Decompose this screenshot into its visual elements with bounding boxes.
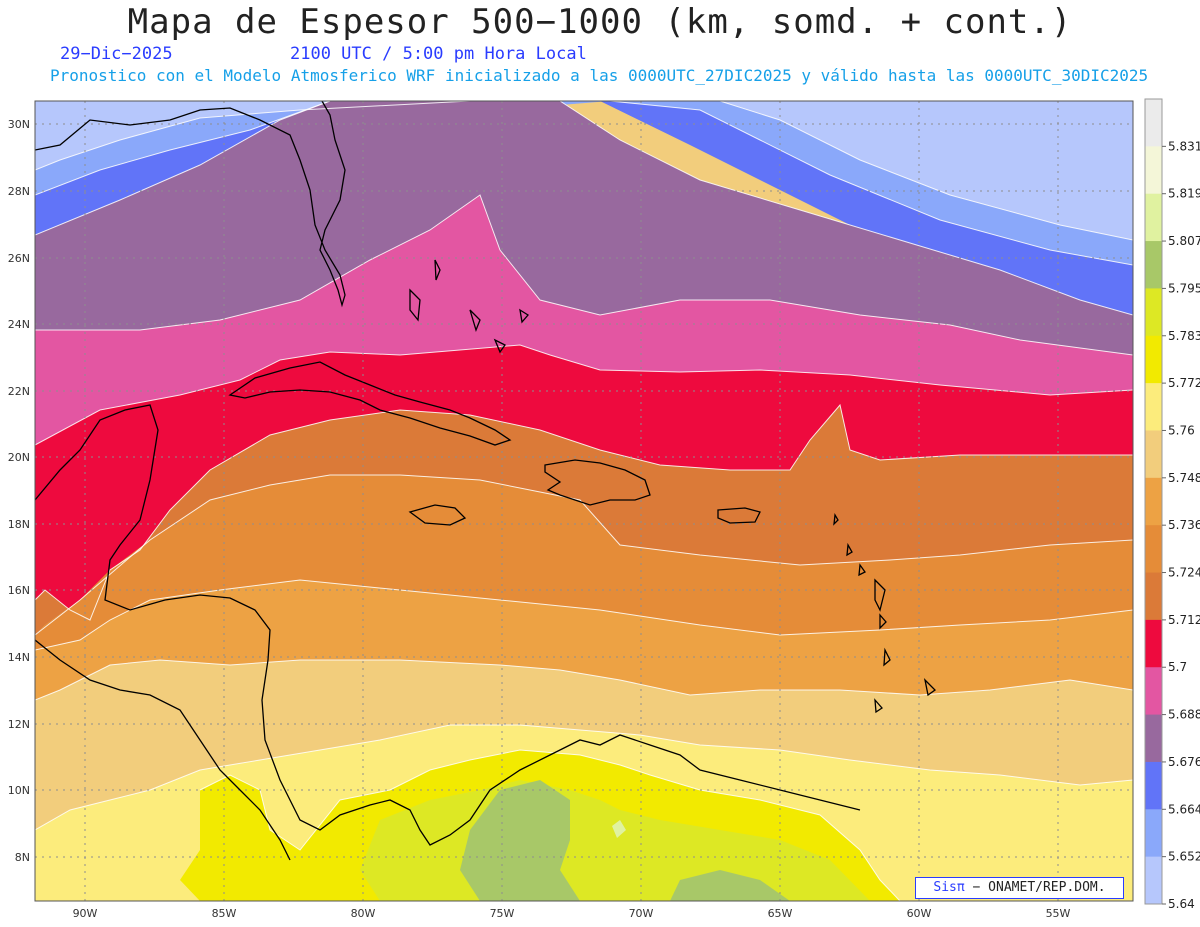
colorbar-swatch — [1145, 525, 1162, 574]
forecast-time: 2100 UTC / 5:00 pm Hora Local — [290, 44, 587, 64]
colorbar-swatch — [1145, 335, 1162, 384]
band-5724 — [35, 405, 1133, 635]
colorbar-swatch — [1145, 193, 1162, 242]
lon-label: 90W — [73, 907, 98, 920]
lon-label: 85W — [212, 907, 237, 920]
coastlines — [35, 101, 937, 861]
credit-brand: Sisπ — [933, 880, 965, 895]
band-5712 — [35, 345, 1133, 620]
colorbar-swatch — [1145, 572, 1162, 621]
colorbar-label: 5.664 — [1168, 802, 1200, 816]
colorbar-swatch — [1145, 99, 1162, 147]
band-5664 — [35, 101, 1133, 265]
longitude-labels: 90W 85W 80W 75W 70W 65W 60W 55W — [73, 907, 1071, 920]
lat-label: 20N — [8, 451, 30, 464]
colorbar-label: 5.688 — [1168, 708, 1200, 722]
map-frame — [34, 100, 1134, 902]
lon-label: 70W — [629, 907, 654, 920]
colorbar: 5.831 5.819 5.807 5.795 5.783 5.772 5.76 5.748 5… — [1144, 98, 1200, 911]
thickness-fill-layer — [35, 101, 1133, 901]
colorbar-swatch — [1145, 430, 1162, 479]
band-5688 — [35, 101, 1133, 355]
model-description: Pronostico con el Modelo Atmosferico WRF… — [50, 66, 1149, 85]
lon-label: 55W — [1046, 907, 1071, 920]
contour-lines — [35, 101, 1133, 901]
colorbar-swatch — [1145, 761, 1162, 810]
credit-text: − ONAMET/REP.DOM. — [972, 880, 1106, 895]
lat-label: 24N — [8, 318, 30, 331]
colorbar-swatch — [1145, 477, 1162, 526]
colorbar-frame — [1144, 98, 1163, 905]
lon-label: 80W — [351, 907, 376, 920]
colorbar-label: 5.748 — [1168, 471, 1200, 485]
credit-box: Sisπ − ONAMET/REP.DOM. — [915, 877, 1124, 899]
colorbar-swatch — [1145, 667, 1162, 716]
lat-label: 22N — [8, 385, 30, 398]
colorbar-label: 5.64 — [1168, 897, 1195, 911]
band-5760 — [35, 660, 1133, 830]
lat-lon-grid — [35, 101, 1133, 901]
band-5748 — [35, 580, 1133, 700]
colorbar-label: 5.772 — [1168, 376, 1200, 390]
colorbar-label: 5.819 — [1168, 187, 1200, 201]
lat-label: 14N — [8, 651, 30, 664]
colorbar-swatch — [1145, 383, 1162, 431]
colorbar-label: 5.7 — [1168, 660, 1187, 674]
colorbar-label: 5.807 — [1168, 234, 1200, 248]
lon-label: 75W — [490, 907, 515, 920]
colorbar-label: 5.712 — [1168, 613, 1200, 627]
latitude-labels: 30N 28N 26N 24N 22N 20N 18N 16N 14N 12N … — [8, 118, 30, 864]
lat-label: 30N — [8, 118, 30, 131]
lat-label: 26N — [8, 252, 30, 265]
colorbar-swatch — [1145, 619, 1162, 668]
colorbar-swatch — [1145, 288, 1162, 337]
colorbar-swatch — [1145, 714, 1162, 763]
lon-label: 65W — [768, 907, 793, 920]
colorbar-label: 5.831 — [1168, 139, 1200, 153]
colorbar-label: 5.676 — [1168, 755, 1200, 769]
colorbar-label: 5.795 — [1168, 281, 1200, 295]
lon-label: 60W — [907, 907, 932, 920]
colorbar-label: 5.724 — [1168, 566, 1200, 580]
band-5736 — [35, 475, 1133, 650]
colorbar-swatch — [1145, 146, 1162, 195]
colorbar-label: 5.736 — [1168, 518, 1200, 532]
map-title: Mapa de Espesor 500−1000 (km, somd. + co… — [127, 2, 1073, 42]
colorbar-label: 5.783 — [1168, 329, 1200, 343]
colorbar-swatch — [1145, 241, 1162, 289]
colorbar-label: 5.652 — [1168, 850, 1200, 864]
band-5652 — [35, 101, 1133, 240]
colorbar-swatch — [1145, 809, 1162, 858]
band-5700 — [35, 195, 1133, 445]
colorbar-swatch — [1145, 856, 1162, 905]
band-5807-east — [670, 870, 790, 901]
lat-label: 10N — [8, 784, 30, 797]
band-5807 — [460, 780, 580, 901]
lat-label: 16N — [8, 584, 30, 597]
lat-label: 18N — [8, 518, 30, 531]
lat-label: 8N — [15, 851, 30, 864]
forecast-date: 29−Dic−2025 — [60, 44, 173, 64]
lat-label: 12N — [8, 718, 30, 731]
band-5819 — [612, 820, 626, 838]
lat-label: 28N — [8, 185, 30, 198]
colorbar-label: 5.76 — [1168, 423, 1195, 437]
